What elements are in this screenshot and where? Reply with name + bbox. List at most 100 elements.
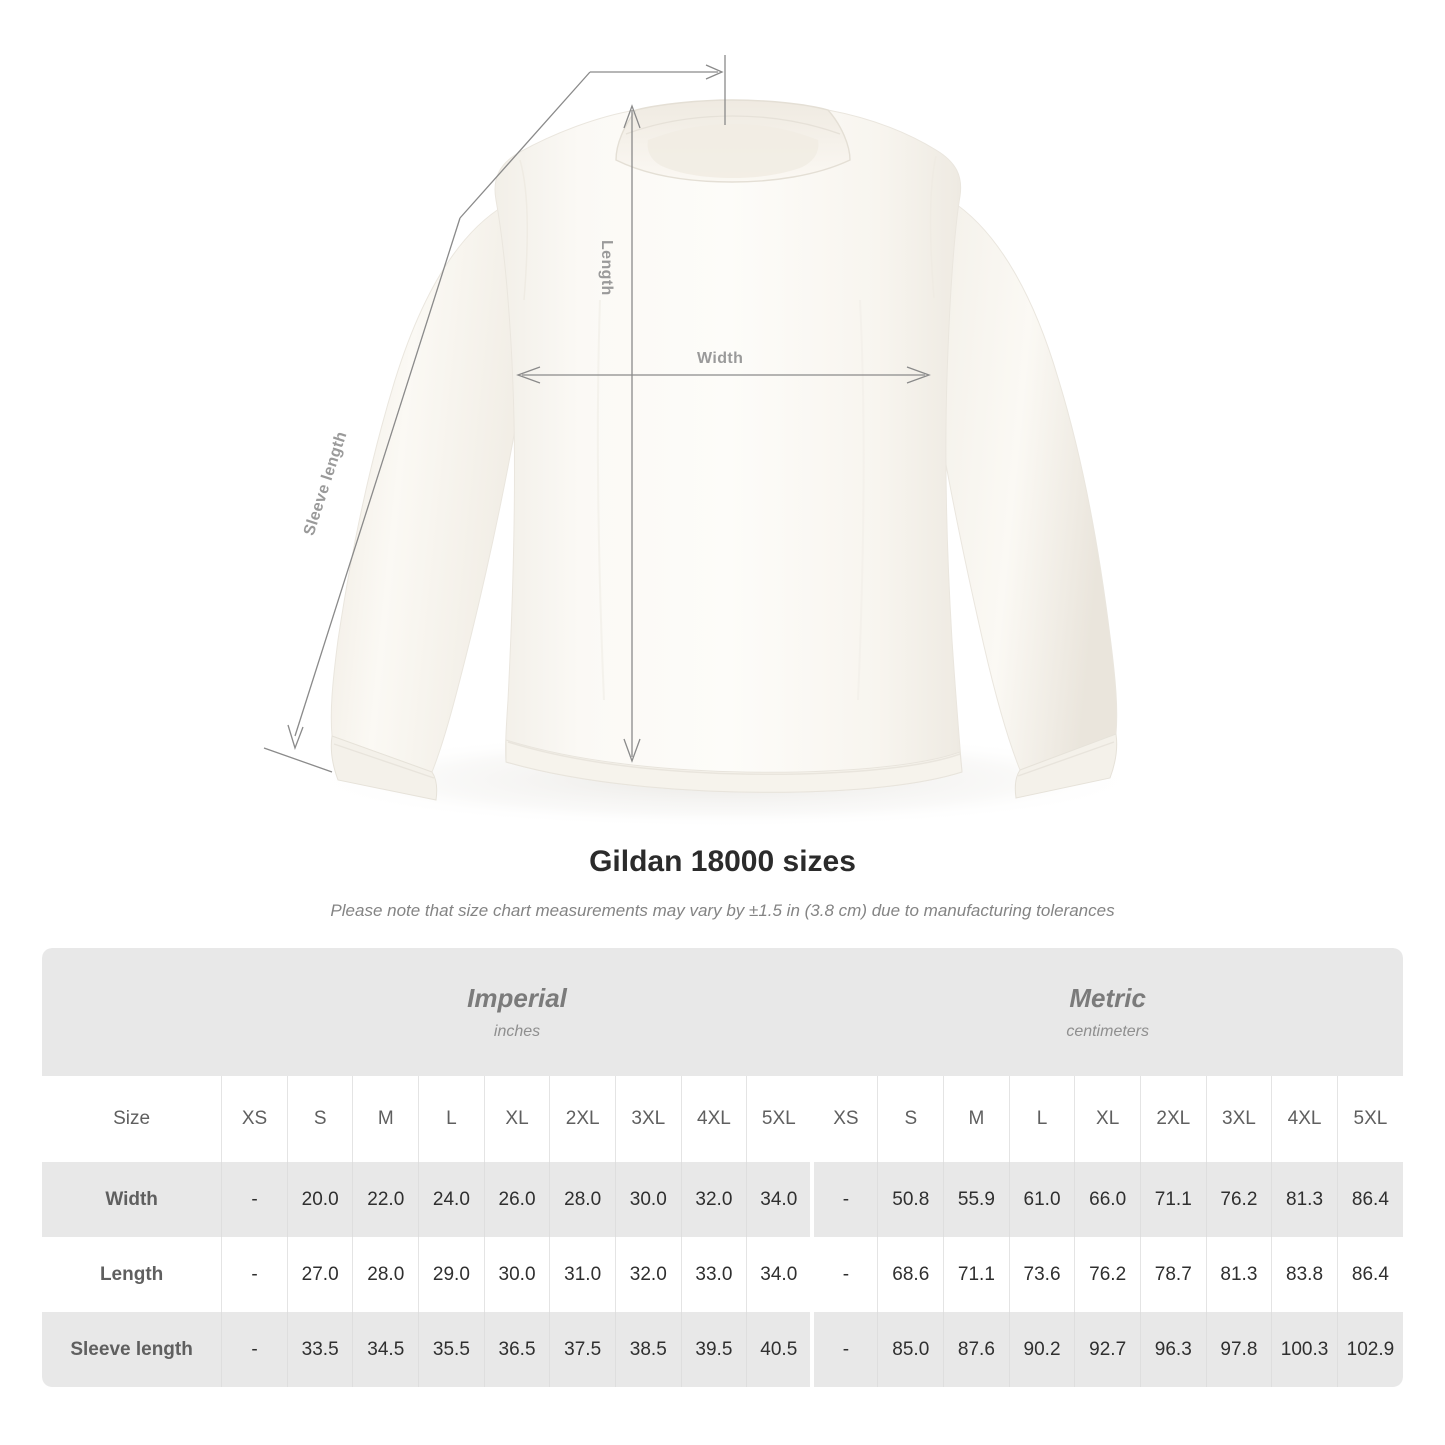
width-arrowhead-right	[906, 366, 931, 384]
width-imperial-l: 24.0	[418, 1162, 485, 1237]
width-imperial-2xl: 28.0	[549, 1162, 616, 1237]
length-imperial-2xl: 31.0	[549, 1237, 616, 1312]
width-metric-3xl: 76.2	[1205, 1162, 1272, 1237]
header-metric-xs: XS	[810, 1076, 878, 1162]
width-imperial-xl: 26.0	[483, 1162, 550, 1237]
fabric-fold-1	[596, 299, 605, 701]
length-metric-s: 68.6	[877, 1237, 944, 1312]
sleeve-metric-s: 85.0	[877, 1312, 944, 1387]
width-metric-xl: 66.0	[1074, 1162, 1141, 1237]
imperial-unit-cell: Imperial inches	[221, 948, 813, 1076]
header-metric-xl: XL	[1074, 1076, 1141, 1162]
sleeve-diagonal-line	[294, 217, 461, 737]
row-label-width: Width	[42, 1162, 222, 1237]
sleeve-metric-4xl: 100.3	[1271, 1312, 1338, 1387]
sleeve-arrowhead-down	[287, 724, 304, 751]
sleeve-imperial-m: 34.5	[352, 1312, 419, 1387]
width-metric-xs: -	[810, 1162, 878, 1237]
width-metric-4xl: 81.3	[1271, 1162, 1338, 1237]
sleeve-imperial-s: 33.5	[286, 1312, 353, 1387]
length-arrowhead-up	[623, 104, 641, 129]
width-metric-s: 50.8	[877, 1162, 944, 1237]
sleeve-imperial-xs: -	[221, 1312, 288, 1387]
header-imperial-4xl: 4XL	[680, 1076, 747, 1162]
sleeve-imperial-4xl: 39.5	[680, 1312, 747, 1387]
width-imperial-xs: -	[221, 1162, 288, 1237]
width-imperial-3xl: 30.0	[614, 1162, 682, 1237]
sleeve-metric-2xl: 96.3	[1139, 1312, 1207, 1387]
header-metric-3xl: 3XL	[1205, 1076, 1272, 1162]
size-header-row: Size XS S M L XL 2XL 3XL 4XL 5XL XS S M …	[42, 1076, 1403, 1162]
left-cuff-seam	[333, 743, 435, 779]
width-dimension	[516, 366, 931, 384]
sleeve-imperial-5xl: 40.5	[746, 1312, 813, 1387]
width-metric-m: 55.9	[943, 1162, 1010, 1237]
width-imperial-4xl: 32.0	[680, 1162, 747, 1237]
width-imperial-m: 22.0	[352, 1162, 419, 1237]
metric-unit-cell: Metric centimeters	[812, 948, 1403, 1076]
header-metric-s: S	[877, 1076, 944, 1162]
width-metric-l: 61.0	[1008, 1162, 1075, 1237]
sleeve-length-dimension	[263, 55, 726, 773]
sleeve-imperial-2xl: 37.5	[549, 1312, 616, 1387]
sleeve-arrowhead-right	[705, 64, 724, 80]
metric-unit-sub: centimeters	[1066, 1022, 1150, 1040]
length-imperial-m: 28.0	[352, 1237, 419, 1312]
width-metric-2xl: 71.1	[1139, 1162, 1207, 1237]
page-title: Gildan 18000 sizes	[589, 845, 856, 878]
right-sleeve	[929, 199, 1118, 771]
garment-diagram: Length Width Sleeve length	[263, 55, 1145, 828]
row-label-sleeve-length: Sleeve length	[42, 1312, 222, 1387]
sleeve-metric-xl: 92.7	[1074, 1312, 1141, 1387]
length-imperial-xl: 30.0	[483, 1237, 550, 1312]
sleeve-metric-xs: -	[810, 1312, 878, 1387]
header-metric-5xl: 5XL	[1336, 1076, 1403, 1162]
length-imperial-s: 27.0	[286, 1237, 353, 1312]
table-row: Width - 20.0 22.0 24.0 26.0 28.0 30.0 32…	[42, 1162, 1403, 1237]
size-header-label: Size	[42, 1076, 222, 1162]
left-sleeve	[330, 204, 526, 773]
header-imperial-xl: XL	[483, 1076, 550, 1162]
width-metric-5xl: 86.4	[1336, 1162, 1403, 1237]
fabric-fold-2	[857, 299, 865, 701]
row-label-length: Length	[42, 1237, 222, 1312]
right-cuff-seam	[1017, 741, 1115, 777]
header-metric-4xl: 4XL	[1271, 1076, 1338, 1162]
length-metric-xs: -	[810, 1237, 878, 1312]
sleeve-metric-3xl: 97.8	[1205, 1312, 1272, 1387]
length-imperial-xs: -	[221, 1237, 288, 1312]
sleeve-upper-diagonal	[459, 71, 591, 219]
right-shoulder-seam	[929, 155, 937, 299]
header-metric-2xl: 2XL	[1139, 1076, 1207, 1162]
length-metric-m: 71.1	[943, 1237, 1010, 1312]
header-metric-m: M	[943, 1076, 1010, 1162]
header-imperial-xs: XS	[221, 1076, 288, 1162]
length-imperial-3xl: 32.0	[614, 1237, 682, 1312]
header-imperial-2xl: 2XL	[549, 1076, 616, 1162]
length-imperial-5xl: 34.0	[746, 1237, 813, 1312]
length-dimension	[623, 104, 641, 763]
width-arrowhead-left	[516, 366, 541, 384]
title-block: Gildan 18000 sizes Please note that size…	[0, 845, 1445, 921]
width-imperial-5xl: 34.0	[746, 1162, 813, 1237]
sleeve-metric-m: 87.6	[943, 1312, 1010, 1387]
header-imperial-5xl: 5XL	[746, 1076, 813, 1162]
sleeve-imperial-3xl: 38.5	[614, 1312, 682, 1387]
width-imperial-s: 20.0	[286, 1162, 353, 1237]
collar-inner-edge	[625, 115, 841, 135]
length-metric-5xl: 86.4	[1336, 1237, 1403, 1312]
sleeve-imperial-l: 35.5	[418, 1312, 485, 1387]
size-table-wrapper: Imperial inches Metric centimeters Size …	[42, 948, 1403, 1387]
width-label: Width	[697, 350, 744, 367]
header-imperial-3xl: 3XL	[614, 1076, 682, 1162]
sleeve-imperial-xl: 36.5	[483, 1312, 550, 1387]
header-imperial-m: M	[352, 1076, 419, 1162]
header-metric-l: L	[1008, 1076, 1075, 1162]
length-metric-4xl: 83.8	[1271, 1237, 1338, 1312]
bottom-hem	[505, 739, 963, 793]
left-shoulder-seam	[519, 159, 528, 301]
length-metric-2xl: 78.7	[1139, 1237, 1207, 1312]
header-imperial-s: S	[286, 1076, 353, 1162]
length-label: Length	[598, 240, 615, 296]
